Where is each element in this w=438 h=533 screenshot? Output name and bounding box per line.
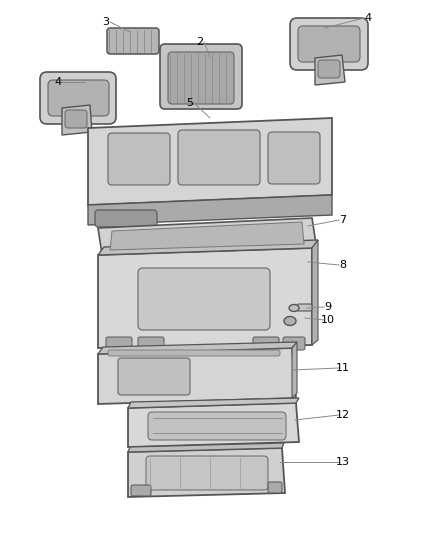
FancyBboxPatch shape: [95, 210, 157, 227]
Text: 7: 7: [339, 215, 346, 225]
Text: 8: 8: [339, 260, 346, 270]
Text: 9: 9: [325, 302, 332, 312]
Text: 4: 4: [364, 13, 371, 23]
Ellipse shape: [289, 304, 299, 311]
FancyBboxPatch shape: [168, 52, 234, 104]
Text: 12: 12: [336, 410, 350, 420]
Polygon shape: [62, 105, 92, 135]
Polygon shape: [98, 348, 296, 404]
Polygon shape: [128, 448, 285, 497]
FancyBboxPatch shape: [160, 44, 242, 109]
FancyBboxPatch shape: [131, 485, 151, 496]
Polygon shape: [128, 443, 284, 452]
FancyBboxPatch shape: [297, 304, 312, 311]
FancyBboxPatch shape: [283, 337, 305, 350]
FancyBboxPatch shape: [318, 60, 340, 78]
Polygon shape: [98, 342, 297, 354]
FancyBboxPatch shape: [65, 110, 87, 128]
FancyBboxPatch shape: [138, 337, 164, 350]
Text: 3: 3: [102, 17, 110, 27]
Text: 11: 11: [336, 363, 350, 373]
FancyBboxPatch shape: [253, 337, 279, 350]
Text: 2: 2: [196, 37, 204, 47]
FancyBboxPatch shape: [298, 26, 360, 62]
Polygon shape: [292, 342, 297, 398]
FancyBboxPatch shape: [118, 358, 190, 395]
Polygon shape: [128, 403, 299, 447]
FancyBboxPatch shape: [290, 18, 368, 70]
FancyBboxPatch shape: [268, 132, 320, 184]
Text: 4: 4: [54, 77, 62, 87]
Polygon shape: [312, 240, 318, 345]
FancyBboxPatch shape: [138, 268, 270, 330]
FancyBboxPatch shape: [268, 482, 282, 493]
Polygon shape: [98, 218, 316, 254]
Text: 13: 13: [336, 457, 350, 467]
FancyBboxPatch shape: [106, 337, 132, 350]
Polygon shape: [98, 248, 312, 348]
FancyBboxPatch shape: [48, 80, 109, 116]
Polygon shape: [128, 398, 299, 408]
Polygon shape: [315, 55, 345, 85]
FancyBboxPatch shape: [178, 130, 260, 185]
Polygon shape: [98, 240, 318, 255]
FancyBboxPatch shape: [108, 350, 280, 356]
FancyBboxPatch shape: [148, 412, 286, 440]
FancyBboxPatch shape: [108, 133, 170, 185]
Polygon shape: [110, 222, 304, 250]
Text: 5: 5: [187, 98, 194, 108]
Text: 10: 10: [321, 315, 335, 325]
Ellipse shape: [284, 317, 296, 326]
FancyBboxPatch shape: [146, 456, 268, 490]
Polygon shape: [88, 195, 332, 225]
Polygon shape: [88, 118, 332, 205]
FancyBboxPatch shape: [107, 28, 159, 54]
FancyBboxPatch shape: [40, 72, 116, 124]
